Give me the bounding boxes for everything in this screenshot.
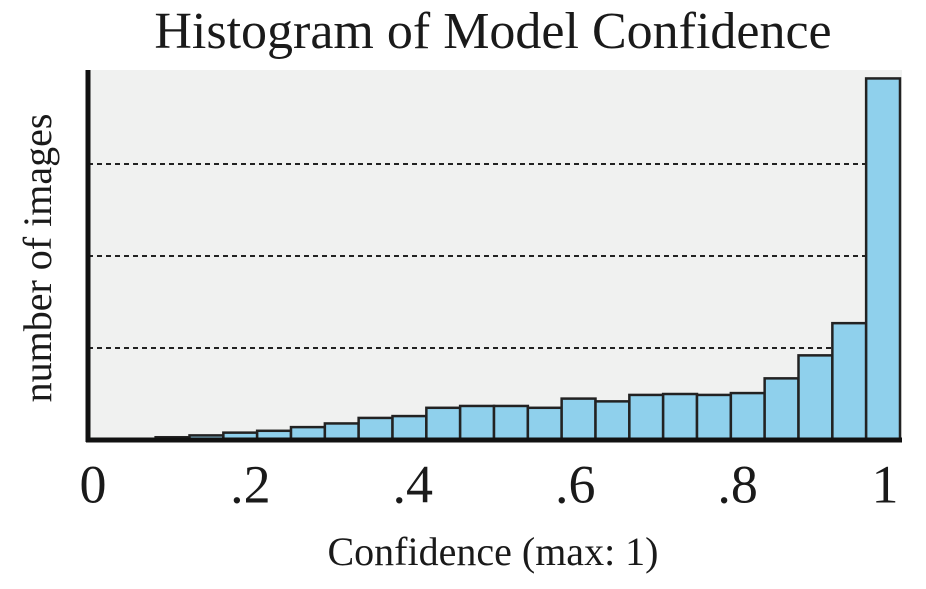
- bar: [628, 393, 665, 442]
- bar: [797, 354, 834, 442]
- bar: [831, 321, 868, 442]
- bar: [864, 77, 902, 442]
- bar: [661, 392, 699, 442]
- bar: [425, 406, 462, 442]
- x-tick-label: 0: [80, 454, 107, 514]
- chart-title: Histogram of Model Confidence: [154, 3, 831, 60]
- x-tick-label: 1: [872, 454, 899, 514]
- x-tick-label: .6: [555, 454, 596, 514]
- bar: [526, 406, 563, 442]
- bar: [594, 400, 631, 442]
- bar: [391, 414, 428, 442]
- bar: [458, 404, 496, 442]
- bar: [695, 393, 733, 442]
- bar: [763, 377, 800, 442]
- x-tick-label: .2: [230, 454, 271, 514]
- bar: [729, 391, 766, 442]
- bar: [492, 404, 530, 442]
- bar: [560, 397, 597, 442]
- x-tick-label: .8: [717, 454, 758, 514]
- y-axis-label: number of images: [15, 114, 60, 403]
- x-tick-label: .4: [393, 454, 434, 514]
- x-axis-label: Confidence (max: 1): [328, 529, 659, 574]
- bar: [357, 416, 394, 442]
